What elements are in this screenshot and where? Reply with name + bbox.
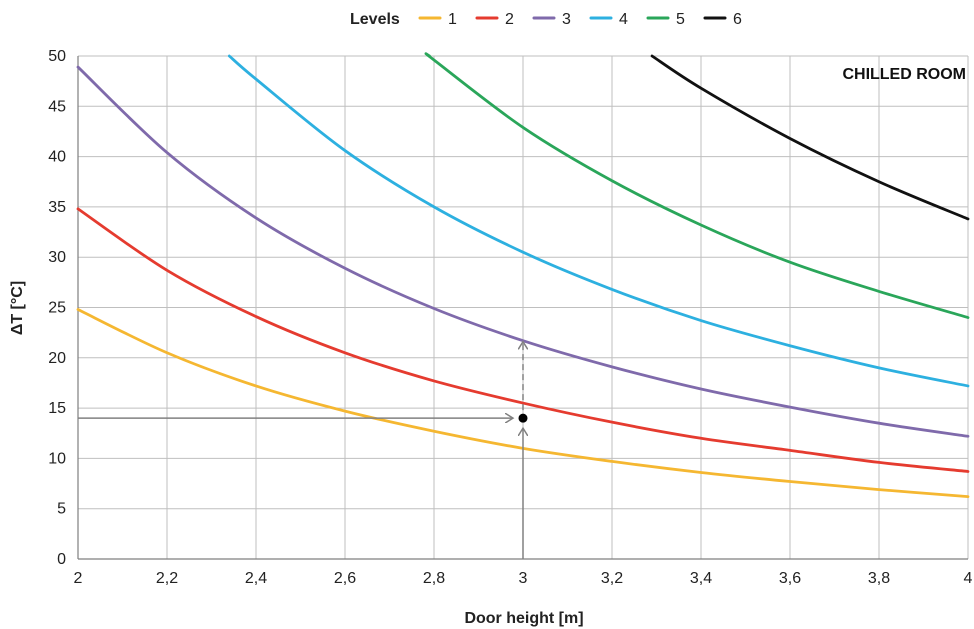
x-tick-label-5: 3	[519, 570, 528, 587]
series-line-2	[76, 207, 970, 473]
legend-label-5: 5	[676, 11, 685, 28]
y-tick-label-6: 30	[48, 249, 66, 266]
x-tick-label-8: 3,6	[779, 570, 801, 587]
legend-label-4: 4	[619, 11, 628, 28]
y-tick-label-7: 35	[48, 199, 66, 216]
legend-title: Levels	[350, 11, 400, 28]
x-tick-label-7: 3,4	[690, 570, 712, 587]
guide-arrows	[78, 342, 528, 559]
x-tick-label-1: 2,2	[156, 570, 178, 587]
legend-label-2: 2	[505, 11, 514, 28]
guide-point-marker	[518, 413, 528, 423]
legend-items: 1 2 3 4 5 6	[418, 11, 742, 28]
series-line-5	[424, 52, 970, 319]
chart-annotation-label: CHILLED ROOM	[842, 66, 966, 83]
x-tick-label-0: 2	[74, 570, 83, 587]
y-tick-label-4: 20	[48, 350, 66, 367]
x-tick-label-9: 3,8	[868, 570, 890, 587]
legend: Levels 1 2 3 4 5 6	[350, 11, 742, 28]
series-line-3	[76, 65, 970, 438]
legend-label-3: 3	[562, 11, 571, 28]
y-tick-label-3: 15	[48, 400, 66, 417]
y-tick-label-1: 5	[57, 501, 66, 518]
y-axis-label: ΔT [°C]	[9, 281, 26, 335]
x-tick-label-4: 2,8	[423, 570, 445, 587]
x-tick-label-2: 2,4	[245, 570, 267, 587]
x-tick-label-10: 4	[964, 570, 973, 587]
y-tick-label-2: 10	[48, 450, 66, 467]
series-line-4	[227, 54, 970, 388]
legend-label-6: 6	[733, 11, 742, 28]
y-tick-label-9: 45	[48, 98, 66, 115]
y-tick-label-8: 40	[48, 149, 66, 166]
series-line-6	[650, 54, 970, 221]
x-tick-label-3: 2,6	[334, 570, 356, 587]
tick-labels: 2 2,2 2,4 2,6 2,8 3 3,2 3,4 3,6 3,8 40510152025303…	[48, 48, 972, 587]
x-tick-label-6: 3,2	[601, 570, 623, 587]
y-tick-label-10: 50	[48, 48, 66, 65]
y-tick-label-0: 0	[57, 551, 66, 568]
x-axis-label: Door height [m]	[464, 610, 583, 627]
y-tick-label-5: 25	[48, 300, 66, 317]
legend-label-1: 1	[448, 11, 457, 28]
